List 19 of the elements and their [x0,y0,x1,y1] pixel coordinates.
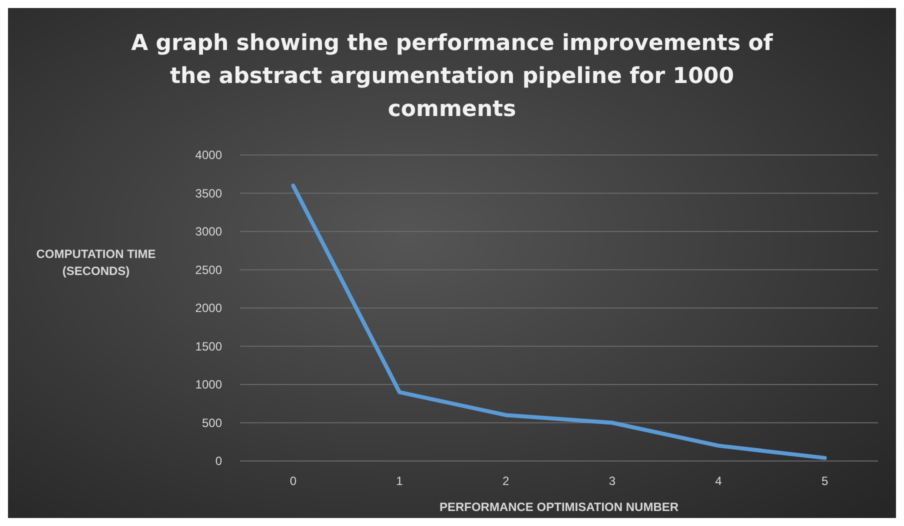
y-tick-label: 4000 [195,148,222,162]
y-tick-label: 0 [215,454,222,468]
y-tick-label: 1500 [195,339,222,354]
y-tick-label: 500 [202,416,222,430]
y-tick-label: 3000 [195,224,222,238]
chart-title: A graph showing the performance improvements of the abstract argumentation pipeline for 1000 comments [131,31,774,122]
x-tick-label: 2 [502,474,510,488]
x-tick-label: 1 [396,474,404,488]
y-tick-label: 1000 [195,378,222,392]
x-tick-label: 4 [715,474,722,488]
x-tick-label: 3 [608,474,616,488]
x-tick-label: 0 [290,474,297,488]
y-axis-title: COMPUTATION TIME (SECONDS) [36,247,156,278]
x-axis-title: PERFORMANCE OPTIMISATION NUMBER [439,500,679,514]
y-tick-label: 3500 [195,186,222,200]
y-tick-label: 2500 [195,262,222,277]
y-tick-label: 2000 [195,301,222,315]
line-series [291,184,827,460]
x-tick-label: 5 [821,474,828,488]
